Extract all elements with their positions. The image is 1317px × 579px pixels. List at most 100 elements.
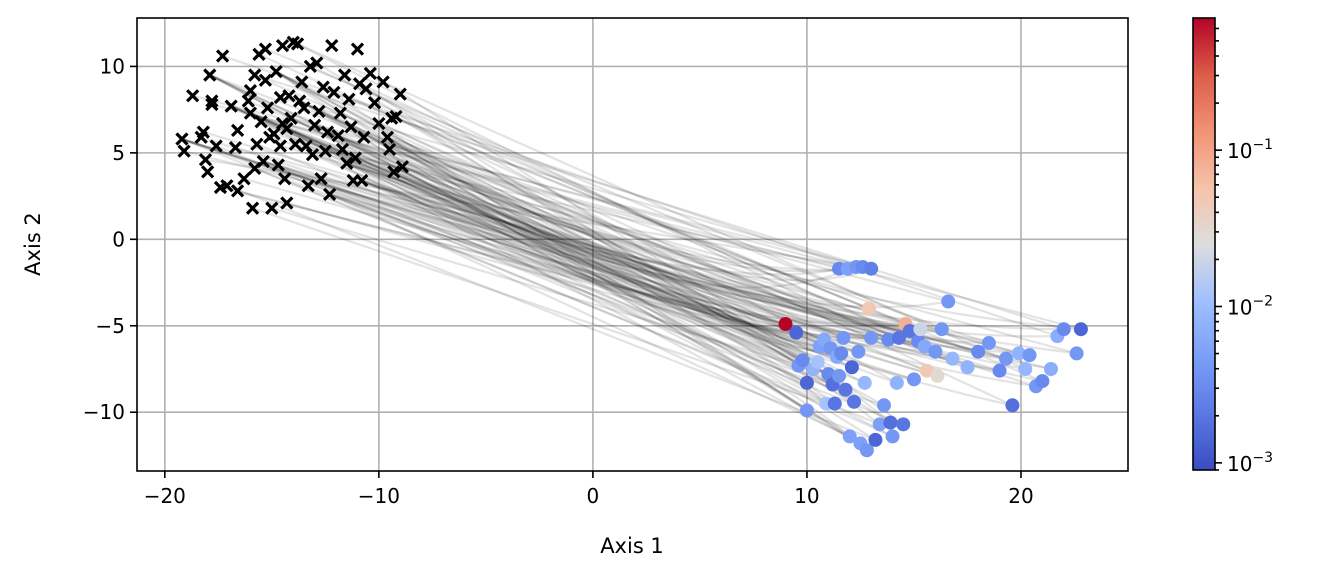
end-point — [928, 344, 943, 359]
start-marker — [175, 132, 189, 146]
end-point — [889, 375, 904, 390]
trajectory-line — [181, 137, 786, 326]
trajectory-line — [277, 163, 804, 362]
start-marker — [376, 75, 390, 89]
trajectory-line — [269, 136, 910, 333]
trajectory-line — [314, 124, 848, 273]
start-marker — [230, 123, 245, 138]
trajectory-line — [249, 112, 840, 377]
end-point — [1035, 374, 1050, 389]
start-marker — [297, 101, 311, 115]
start-marker — [395, 160, 410, 174]
start-marker — [198, 153, 213, 167]
trajectory-line — [275, 70, 842, 355]
end-point — [864, 261, 879, 276]
trajectory-line — [341, 148, 894, 438]
start-marker — [318, 144, 332, 158]
trajectory-line — [275, 70, 910, 333]
start-marker — [312, 104, 326, 118]
x-axis-label: Axis 1 — [600, 534, 664, 558]
end-point — [872, 417, 887, 432]
start-marker — [308, 118, 322, 132]
start-marker — [260, 101, 275, 115]
trajectory-line — [346, 162, 853, 369]
end-point — [1005, 398, 1020, 413]
end-point — [844, 360, 859, 375]
start-marker — [301, 179, 315, 193]
trajectory-line — [374, 101, 1043, 383]
colorbar-frame — [1192, 17, 1216, 471]
start-marker — [201, 165, 215, 179]
trajectory-line — [344, 74, 814, 370]
trajectory-line — [386, 136, 857, 289]
end-point — [859, 443, 874, 458]
end-point — [906, 372, 921, 387]
start-marker — [380, 130, 395, 144]
start-marker — [337, 68, 352, 82]
trajectory-line — [200, 136, 786, 326]
trajectory-line — [226, 184, 876, 441]
trajectory-line — [256, 143, 799, 367]
trajectory-line — [329, 193, 825, 341]
start-marker — [359, 82, 373, 96]
trajectory-line — [254, 167, 881, 426]
start-marker — [350, 42, 365, 56]
start-marker — [355, 173, 369, 188]
trajectory-line — [361, 179, 838, 358]
end-point — [789, 325, 804, 340]
start-marker — [389, 109, 403, 124]
trajectory-lines — [181, 41, 1082, 452]
start-marker — [348, 151, 362, 165]
trajectory-line — [275, 70, 1082, 331]
start-marker — [215, 49, 230, 63]
x-axis-ticks: −20 −10 0 10 20 — [144, 471, 1034, 508]
end-point — [1011, 346, 1026, 361]
plot-frame — [136, 17, 1129, 472]
start-marker — [267, 127, 281, 141]
start-marker — [209, 139, 223, 153]
trajectory-line — [249, 112, 1064, 331]
start-marker — [340, 156, 354, 170]
trajectory-line — [314, 124, 820, 348]
y-tick-label: −5 — [96, 314, 125, 338]
end-point — [881, 332, 896, 347]
trajectory-line — [294, 143, 808, 384]
end-point — [971, 344, 986, 359]
y-tick-label: 10 — [100, 54, 125, 78]
start-marker — [325, 39, 339, 53]
trajectory-line — [205, 158, 857, 269]
end-point — [998, 351, 1013, 366]
trajectory-line — [262, 160, 840, 276]
start-marker — [243, 83, 258, 98]
trajectory-line — [280, 144, 1020, 355]
trajectory-line — [203, 131, 1000, 372]
end-point — [885, 429, 900, 444]
end-point — [799, 403, 814, 418]
end-point — [919, 363, 934, 378]
trajectory-line — [230, 105, 838, 358]
trajectory-line — [386, 136, 1037, 388]
end-point — [1073, 322, 1088, 337]
trajectory-line — [327, 131, 968, 369]
end-point — [851, 344, 866, 359]
end-point — [992, 363, 1007, 378]
trajectory-line — [314, 124, 921, 331]
trajectory-line — [209, 74, 1052, 371]
trajectory-line — [290, 117, 1082, 331]
trajectory-line — [361, 179, 1030, 357]
start-marker — [290, 37, 305, 51]
trajectory-line — [354, 157, 853, 369]
trajectory-line — [348, 98, 870, 310]
start-marker — [273, 139, 288, 153]
start-marker — [248, 68, 262, 82]
end-point — [836, 330, 851, 345]
start-marker — [303, 59, 318, 74]
end-point — [857, 375, 872, 390]
trajectory-line — [192, 94, 872, 270]
start-marker — [205, 94, 219, 108]
start-marker — [372, 116, 386, 131]
y-tick-label: 0 — [112, 227, 125, 251]
trajectory-line — [329, 193, 851, 438]
trajectory-line — [303, 106, 953, 360]
trajectory-line — [299, 100, 819, 364]
